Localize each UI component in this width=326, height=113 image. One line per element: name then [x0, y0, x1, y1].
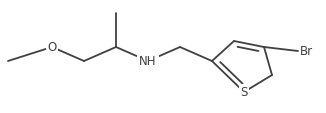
Text: NH: NH — [139, 55, 157, 68]
Text: Br: Br — [300, 45, 313, 58]
Text: O: O — [47, 41, 57, 54]
Text: S: S — [240, 86, 248, 99]
